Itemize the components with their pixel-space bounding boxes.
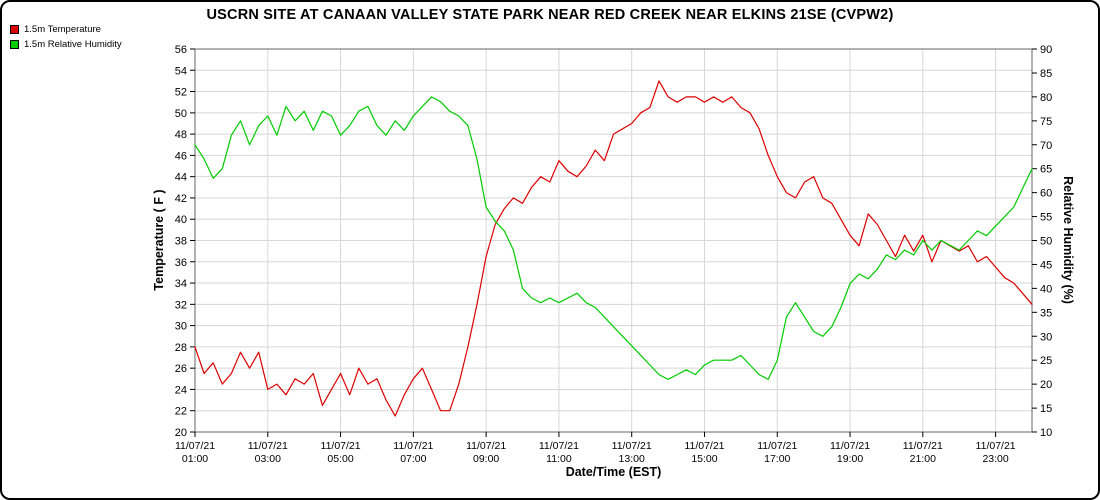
svg-text:03:00: 03:00 [255, 453, 281, 465]
svg-text:11/07/21: 11/07/21 [175, 440, 215, 452]
svg-text:17:00: 17:00 [764, 453, 790, 465]
svg-text:50: 50 [1040, 236, 1052, 248]
svg-text:65: 65 [1040, 164, 1052, 176]
svg-text:11/07/21: 11/07/21 [903, 440, 943, 452]
svg-text:28: 28 [175, 342, 187, 354]
tick-labels: 20 22 24 26 28 30 32 34 36 38 40 42 44 46 48 50 52 54 56 10… [175, 44, 1053, 465]
svg-text:24: 24 [175, 384, 187, 396]
svg-text:44: 44 [175, 172, 187, 184]
svg-text:38: 38 [175, 236, 187, 248]
svg-text:11/07/21: 11/07/21 [321, 440, 361, 452]
svg-text:32: 32 [175, 299, 187, 311]
svg-text:01:00: 01:00 [182, 453, 208, 465]
svg-text:25: 25 [1040, 355, 1052, 367]
svg-text:22: 22 [175, 406, 187, 418]
svg-text:26: 26 [175, 363, 187, 375]
series-lines [194, 80, 1033, 417]
svg-text:11/07/21: 11/07/21 [393, 440, 433, 452]
svg-text:11/07/21: 11/07/21 [539, 440, 579, 452]
svg-text:15:00: 15:00 [691, 453, 717, 465]
svg-text:20: 20 [175, 427, 187, 439]
legend-item-temperature: 1.5m Temperature [10, 24, 122, 35]
svg-text:11/07/21: 11/07/21 [466, 440, 506, 452]
svg-text:52: 52 [175, 87, 187, 99]
humidity-line [194, 96, 1033, 380]
svg-text:11/07/21: 11/07/21 [757, 440, 797, 452]
svg-text:05:00: 05:00 [327, 453, 353, 465]
svg-text:11/07/21: 11/07/21 [248, 440, 288, 452]
svg-text:20: 20 [1040, 379, 1052, 391]
svg-text:13:00: 13:00 [619, 453, 645, 465]
svg-text:46: 46 [175, 150, 187, 162]
temperature-legend-label: 1.5m Temperature [24, 24, 101, 35]
svg-text:11/07/21: 11/07/21 [976, 440, 1016, 452]
svg-text:70: 70 [1040, 140, 1052, 152]
svg-text:54: 54 [175, 65, 187, 77]
gridlines [194, 48, 1032, 433]
svg-text:60: 60 [1040, 188, 1052, 200]
svg-text:09:00: 09:00 [473, 453, 499, 465]
svg-text:75: 75 [1040, 116, 1052, 128]
svg-text:11/07/21: 11/07/21 [612, 440, 652, 452]
svg-text:19:00: 19:00 [837, 453, 863, 465]
svg-text:11:00: 11:00 [546, 453, 572, 465]
svg-text:45: 45 [1040, 259, 1052, 271]
svg-text:56: 56 [175, 44, 187, 56]
svg-text:50: 50 [175, 108, 187, 120]
temperature-legend-swatch [10, 25, 19, 34]
svg-text:21:00: 21:00 [910, 453, 936, 465]
chart-title: USCRN SITE AT CANAAN VALLEY STATE PARK N… [206, 7, 894, 23]
svg-text:55: 55 [1040, 212, 1052, 224]
axis-ticks [190, 48, 1037, 437]
svg-text:85: 85 [1040, 68, 1052, 80]
svg-text:40: 40 [1040, 283, 1052, 295]
svg-text:80: 80 [1040, 92, 1052, 104]
svg-text:30: 30 [175, 321, 187, 333]
legend: 1.5m Temperature 1.5m Relative Humidity [10, 24, 122, 54]
humidity-legend-swatch [10, 40, 19, 49]
svg-text:36: 36 [175, 257, 187, 269]
svg-text:11/07/21: 11/07/21 [684, 440, 724, 452]
svg-text:35: 35 [1040, 307, 1052, 319]
svg-text:34: 34 [175, 278, 187, 290]
svg-text:15: 15 [1040, 403, 1052, 415]
svg-text:10: 10 [1040, 427, 1052, 439]
svg-text:42: 42 [175, 193, 187, 205]
svg-text:90: 90 [1040, 44, 1052, 56]
svg-text:07:00: 07:00 [400, 453, 426, 465]
humidity-legend-label: 1.5m Relative Humidity [24, 39, 122, 50]
x-axis-label: Date/Time (EST) [565, 465, 662, 479]
svg-text:23:00: 23:00 [982, 453, 1008, 465]
svg-text:48: 48 [175, 129, 187, 141]
svg-text:40: 40 [175, 214, 187, 226]
legend-item-humidity: 1.5m Relative Humidity [10, 39, 122, 50]
temperature-line [194, 80, 1033, 417]
svg-text:30: 30 [1040, 331, 1052, 343]
svg-text:11/07/21: 11/07/21 [830, 440, 870, 452]
